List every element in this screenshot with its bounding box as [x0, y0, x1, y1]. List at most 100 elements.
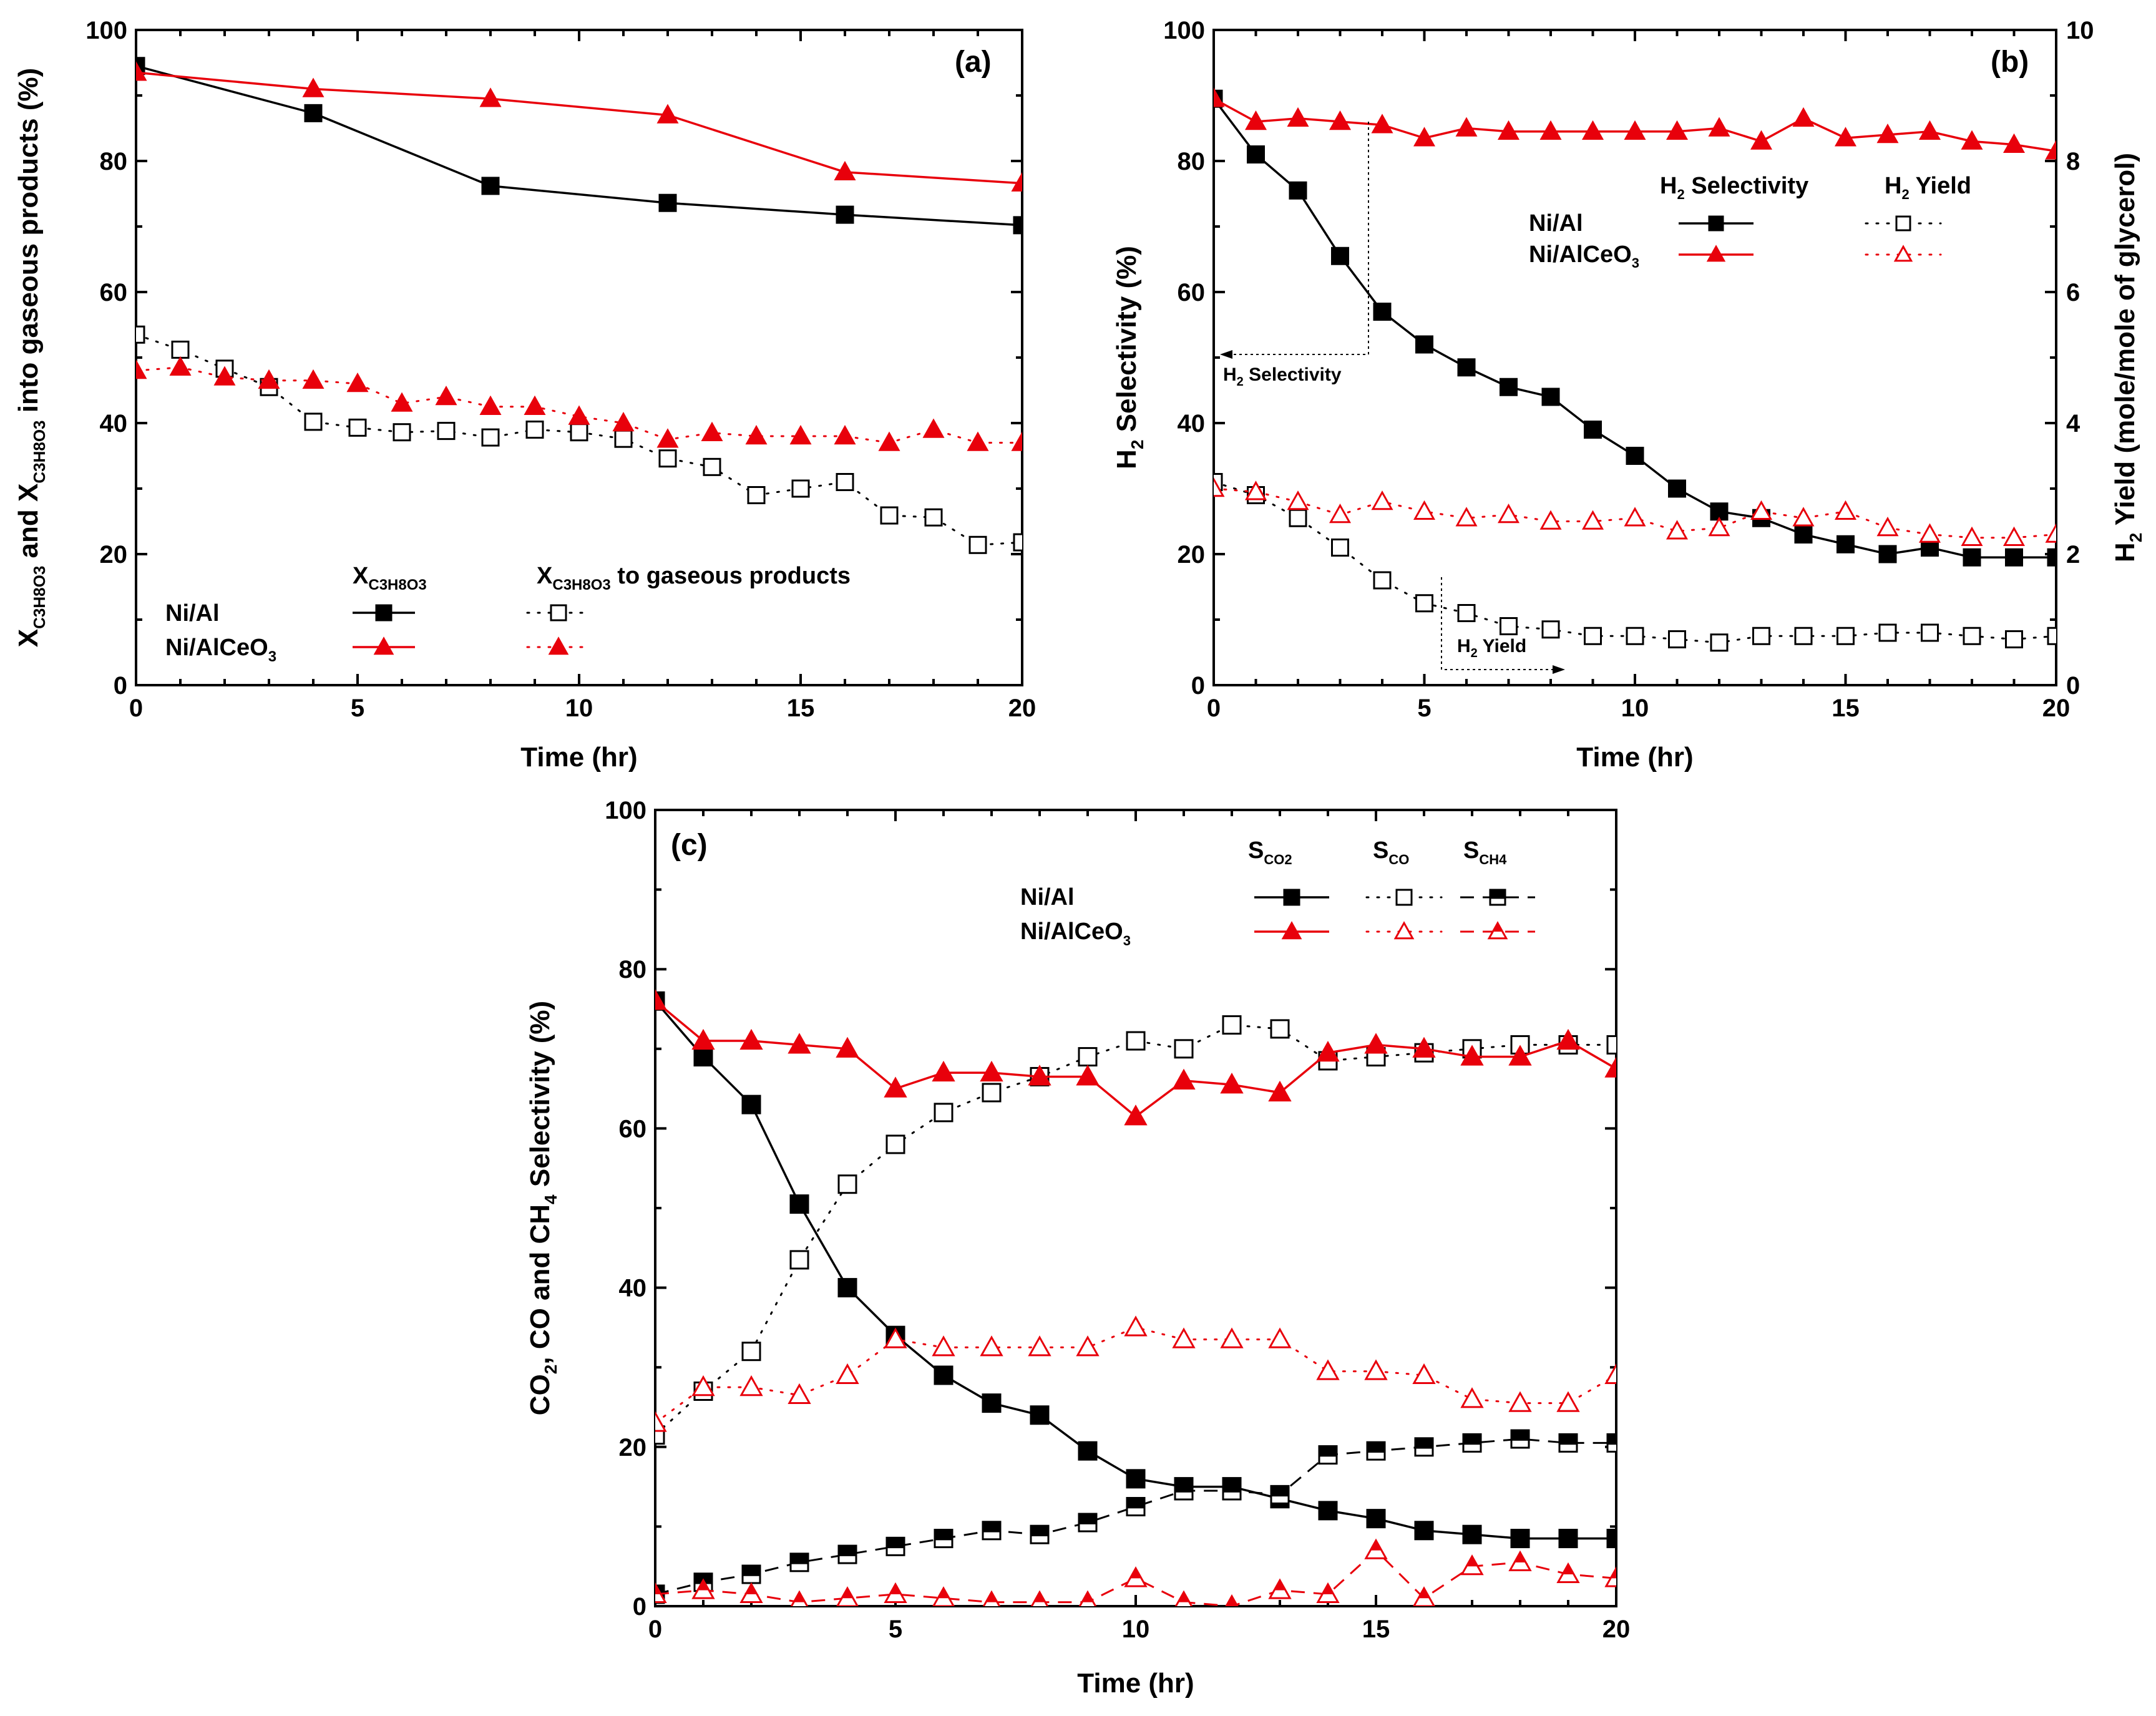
data-point: [1963, 548, 1981, 567]
data-point: [1371, 490, 1393, 510]
series-ni-al-h2-selectivity: [1214, 89, 2056, 567]
legend-sample: [1679, 245, 1754, 262]
data-point: [1225, 1594, 1239, 1606]
panel-a-legend: XC3H8O3 XC3H8O3 to gaseous products Ni/A…: [165, 563, 851, 665]
data-point: [789, 424, 812, 445]
data-point: [1604, 1363, 1616, 1385]
data-point: [1078, 1441, 1098, 1461]
data-point: [1668, 479, 1686, 498]
panel-a: 0 5 10 15 20 0 20 40 60 80 100 (a) Time (hr) XC3H8…: [13, 17, 1036, 773]
x-tick-label: 20: [1008, 695, 1037, 722]
data-point: [1415, 594, 1433, 613]
y2-tick-label: 8: [2066, 148, 2080, 175]
data-point: [1626, 447, 1644, 465]
y2-tick-label: 6: [2066, 279, 2080, 306]
data-point: [1220, 1073, 1244, 1094]
data-point: [1331, 539, 1349, 557]
y-tick-label: 40: [100, 410, 128, 437]
panel-b-y2label: H2 Yield (mole/mole of glycerol): [2110, 153, 2145, 562]
data-point: [524, 395, 546, 415]
data-point: [741, 1342, 761, 1362]
x-tick-label: 10: [1621, 695, 1649, 722]
legend-sample: [1365, 889, 1443, 906]
data-point: [1076, 1065, 1100, 1086]
y-tick-label: 80: [1178, 148, 1206, 175]
data-point: [1510, 1429, 1530, 1449]
x-tick-label: 15: [1362, 1616, 1390, 1643]
data-point: [136, 359, 147, 379]
data-point: [1460, 1045, 1484, 1066]
legend-sample: [1865, 245, 1942, 262]
data-point: [1455, 117, 1478, 137]
y-tick-label: 100: [1163, 17, 1205, 44]
data-point: [1124, 1566, 1148, 1587]
series-line: [136, 71, 1022, 185]
data-point: [169, 356, 192, 376]
data-point: [171, 340, 190, 359]
data-point: [658, 193, 677, 212]
data-point: [1289, 181, 1307, 200]
data-point: [747, 486, 766, 504]
data-point: [1710, 633, 1729, 652]
data-point: [1126, 1031, 1146, 1051]
legend-marker: [548, 636, 569, 655]
data-point: [612, 411, 635, 432]
legend-marker: [375, 604, 393, 622]
data-point: [968, 535, 987, 554]
data-point: [1011, 431, 1022, 451]
data-point: [836, 473, 854, 491]
panel-c-series: [655, 989, 1616, 1606]
panel-c: 0 5 10 15 20 0 20 40 60 80 100 (c) Time (hr) CO2, …: [525, 797, 1630, 1699]
data-point: [691, 1375, 715, 1397]
data-point: [1961, 526, 1983, 546]
data-point: [2005, 630, 2023, 648]
data-point: [2047, 626, 2056, 645]
y-tick-label: 80: [619, 956, 647, 983]
panel-a-axes: 0 5 10 15 20 0 20 40 60 80 100: [85, 17, 1036, 722]
data-point: [658, 449, 677, 468]
data-point: [213, 366, 236, 386]
x-tick-label: 20: [1602, 1616, 1631, 1643]
data-point: [982, 1393, 1002, 1413]
data-point: [1078, 1590, 1097, 1606]
data-point: [1124, 1104, 1148, 1126]
series-ni-alceo3-s-ch4: [655, 1538, 1616, 1606]
data-point: [1174, 1590, 1193, 1606]
legend-c-catalyst1: Ni/Al: [1020, 884, 1075, 910]
series-ni-al-s-co2: [655, 991, 1616, 1549]
data-point: [1918, 120, 1941, 140]
data-point: [304, 104, 323, 122]
data-point: [1222, 1015, 1242, 1035]
data-point: [836, 1036, 859, 1058]
data-point: [1318, 1501, 1338, 1521]
data-point: [1318, 1445, 1338, 1465]
arrow-right-icon: [1553, 665, 1565, 674]
y2-tick-label: 4: [2066, 410, 2080, 437]
x-tick-label: 10: [1122, 1616, 1150, 1643]
data-point: [1556, 1391, 1580, 1412]
data-point: [788, 1383, 811, 1404]
data-point: [1457, 604, 1476, 622]
legend-marker: [1706, 245, 1726, 262]
h2-selectivity-pointer: [1223, 122, 1369, 355]
data-point: [481, 177, 500, 195]
data-point: [1558, 1433, 1578, 1453]
data-point: [1834, 127, 1857, 147]
y-tick-label: 20: [1178, 541, 1206, 568]
data-point: [2005, 548, 2023, 567]
ann-h2-yield: H2 Yield: [1457, 636, 1526, 660]
data-point: [1270, 1484, 1290, 1504]
data-point: [655, 989, 667, 1010]
series-ni-alceo3-x-c3h8o3: [136, 61, 1022, 192]
data-point: [1413, 127, 1436, 147]
data-point: [1287, 107, 1309, 127]
data-point: [1078, 1513, 1098, 1533]
data-point: [1708, 117, 1730, 137]
data-point: [739, 1028, 763, 1050]
data-point: [691, 1028, 715, 1050]
data-point: [980, 1335, 1003, 1357]
data-point: [1556, 1562, 1580, 1584]
legend-sample: [1254, 921, 1329, 940]
data-point: [790, 1590, 809, 1606]
